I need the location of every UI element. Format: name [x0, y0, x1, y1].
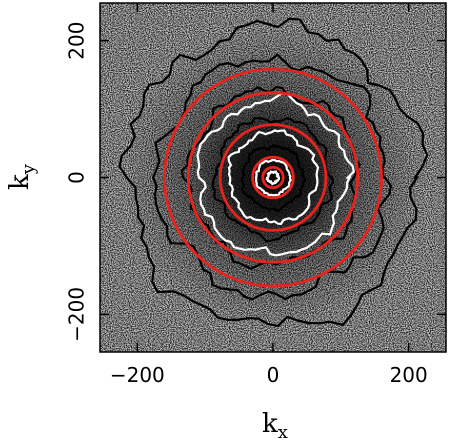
- black-contour: [211, 117, 335, 243]
- white-contour: [254, 158, 292, 197]
- red-circle: [186, 91, 360, 264]
- red-circle: [163, 67, 383, 288]
- y-tick-label: −200: [65, 287, 89, 342]
- red-circle: [218, 123, 328, 232]
- white-contour: [196, 92, 355, 257]
- x-tick-label: −200: [110, 363, 165, 387]
- white-contour: [227, 129, 320, 226]
- black-contour: [152, 53, 393, 301]
- black-contour: [118, 17, 429, 328]
- x-axis-label: kx: [262, 409, 288, 443]
- y-tick-label: 200: [65, 22, 89, 60]
- x-tick-label: 0: [267, 363, 280, 387]
- x-tick-label: 200: [390, 363, 428, 387]
- density-core: [123, 27, 423, 327]
- white-contour: [265, 169, 281, 186]
- y-tick-label: 0: [65, 171, 89, 184]
- red-circle: [261, 165, 285, 190]
- red-circle: [251, 155, 295, 200]
- y-axis-label: ky: [5, 163, 39, 190]
- black-contour: [239, 144, 307, 212]
